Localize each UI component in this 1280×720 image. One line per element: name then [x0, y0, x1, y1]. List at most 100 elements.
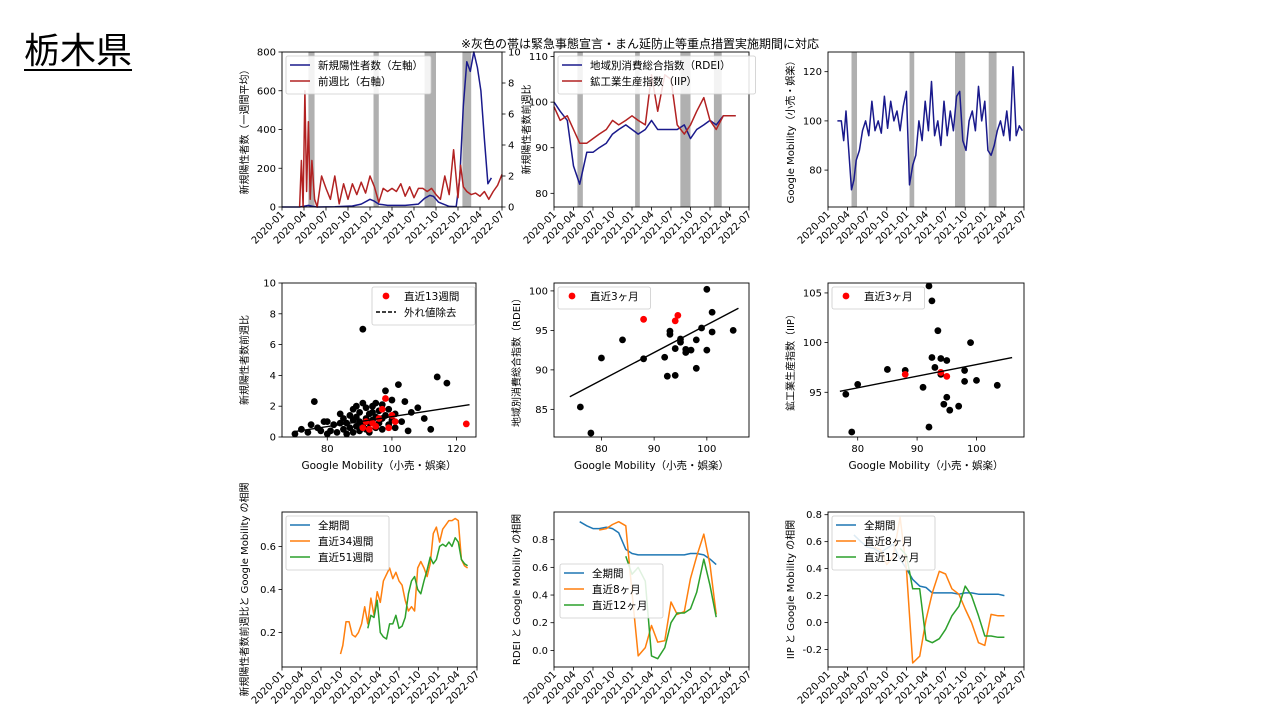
- data-point: [343, 430, 351, 438]
- series-line: [579, 521, 717, 566]
- legend-label: 前週比（右軸）: [318, 75, 392, 88]
- data-point: [967, 339, 974, 347]
- regression-line: [569, 307, 739, 398]
- recent-data-point: [640, 315, 647, 323]
- restriction-band: [462, 52, 472, 207]
- plot-frame: [827, 511, 1025, 668]
- data-point: [973, 376, 980, 384]
- data-point: [378, 425, 386, 433]
- cases-vs-mobility-scatter: 80 100 120 Google Mobility（小売・娯楽） 0 2 4 6 8 10 新規陽…: [238, 279, 477, 472]
- data-point: [931, 364, 939, 371]
- y-tick-label: 95: [535, 326, 548, 337]
- y-tick-label: 0: [270, 203, 276, 214]
- plot-frame: [281, 282, 477, 438]
- y-tick-label: 800: [257, 48, 276, 59]
- legend-box: [285, 515, 390, 571]
- slide-title: 栃木県: [24, 31, 133, 72]
- legend-marker: [568, 292, 576, 300]
- y-tick-label: -0.2: [802, 645, 822, 656]
- restriction-band: [577, 52, 583, 207]
- legend-label: 新規陽性者数（左軸）: [318, 59, 423, 72]
- iip-mobility-correlation-chart: 2020-012020-042020-072020-102021-012021-…: [784, 510, 1029, 706]
- data-point: [943, 357, 951, 364]
- data-point: [443, 379, 451, 387]
- data-point: [666, 327, 674, 335]
- data-point: [682, 345, 690, 353]
- y-tick-label: 100: [803, 116, 822, 127]
- y-tick-label: 0.6: [260, 542, 276, 553]
- y-tick-label: 0.2: [532, 618, 548, 629]
- y-tick-label: 2: [270, 402, 276, 413]
- data-point: [703, 346, 711, 354]
- data-point: [359, 325, 367, 333]
- y-tick-label: 0.2: [806, 591, 822, 602]
- regression-line: [839, 356, 1013, 392]
- data-point: [427, 425, 435, 433]
- plot-frame: [553, 282, 750, 438]
- recent-data-point: [378, 405, 386, 413]
- legend-box: [557, 55, 756, 95]
- x-tick-label: 80: [595, 444, 608, 455]
- recent-data-point: [671, 317, 679, 325]
- data-point: [310, 398, 318, 405]
- y-axis-label: Google Mobility（小売・娯楽）: [784, 56, 797, 204]
- y-axis-label: IIP と Google Mobility の相関: [784, 520, 797, 659]
- recent-data-point: [359, 424, 367, 432]
- legend-label: 全期間: [864, 519, 896, 532]
- legend-label: 地域別消費総合指数（RDEI）: [590, 59, 731, 72]
- y2-tick-label: 8: [508, 79, 514, 90]
- y2-tick-label: 10: [508, 48, 521, 59]
- y-tick-label: 80: [535, 189, 548, 200]
- recent-data-point: [372, 422, 380, 430]
- x-tick-label: 100: [382, 444, 401, 455]
- y-axis-label: 新規陽性者数前週比: [238, 315, 251, 405]
- y2-tick-label: 6: [508, 110, 514, 121]
- restriction-band: [955, 52, 966, 207]
- restriction-band: [424, 52, 436, 207]
- y-tick-label: 100: [529, 286, 548, 297]
- data-point: [883, 366, 891, 373]
- legend-marker: [842, 292, 850, 300]
- restriction-band: [373, 52, 379, 207]
- data-point: [356, 408, 363, 416]
- data-point: [961, 377, 969, 385]
- y-tick-label: 0.4: [260, 585, 276, 596]
- restriction-band: [909, 52, 915, 207]
- legend-marker: [382, 292, 390, 300]
- data-point: [708, 308, 716, 316]
- series-line: [298, 90, 503, 208]
- data-point: [291, 430, 299, 438]
- data-point: [946, 406, 954, 414]
- y-tick-label: 0.6: [532, 563, 548, 574]
- legend-box: [831, 515, 936, 571]
- figure-note: ※灰色の帯は緊急事態宣言・まん延防止等重点措置実施期間に対応: [460, 37, 820, 51]
- series-line: [553, 74, 736, 144]
- recent-data-point: [391, 418, 399, 425]
- y-axis-label: 地域別消費総合指数（RDEI）: [510, 293, 523, 427]
- data-point: [928, 354, 936, 361]
- y-tick-label: 0.8: [532, 535, 548, 546]
- y-tick-label: 4: [270, 371, 276, 382]
- plot-frame: [281, 51, 503, 208]
- series-line: [837, 66, 1024, 191]
- legend-label: 直近8ヶ月: [592, 583, 641, 596]
- data-point: [317, 427, 325, 435]
- data-point: [576, 403, 584, 411]
- data-point: [919, 383, 927, 391]
- y-tick-label: 120: [803, 67, 822, 78]
- recent-data-point: [388, 412, 396, 419]
- data-point: [352, 402, 360, 410]
- y2-tick-label: 2: [508, 172, 514, 183]
- legend-label: 鉱工業生産指数（IIP）: [590, 75, 697, 88]
- recent-data-point: [385, 424, 393, 432]
- legend-box: [557, 286, 651, 310]
- y-tick-label: 90: [535, 143, 548, 154]
- y2-tick-label: 4: [508, 141, 514, 152]
- y-tick-label: 100: [529, 98, 548, 109]
- data-point: [687, 346, 695, 354]
- y-axis-label: 新規陽性者数前週比と Google Mobility の相関: [238, 482, 251, 696]
- data-point: [349, 428, 357, 436]
- y-tick-label: 8: [270, 309, 276, 320]
- legend-box: [371, 286, 476, 326]
- plot-frame: [553, 51, 750, 208]
